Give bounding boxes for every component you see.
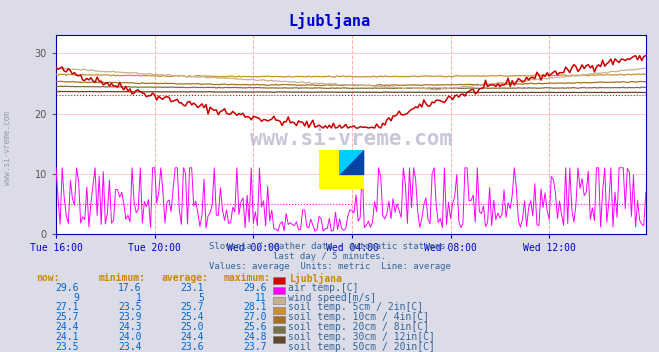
Text: maximum:: maximum: <box>224 273 271 283</box>
Text: 23.7: 23.7 <box>243 342 267 352</box>
Text: wind speed[m/s]: wind speed[m/s] <box>288 293 376 302</box>
Text: 24.3: 24.3 <box>118 322 142 332</box>
Text: 9: 9 <box>73 293 79 302</box>
Text: 25.0: 25.0 <box>181 322 204 332</box>
Text: 28.1: 28.1 <box>243 302 267 312</box>
Text: 23.9: 23.9 <box>118 312 142 322</box>
Text: average:: average: <box>161 273 208 283</box>
Text: 23.5: 23.5 <box>55 342 79 352</box>
Text: Ljubljana: Ljubljana <box>289 12 370 29</box>
Text: 24.1: 24.1 <box>55 332 79 342</box>
Text: 24.4: 24.4 <box>181 332 204 342</box>
Text: 29.6: 29.6 <box>243 283 267 293</box>
Text: soil temp. 20cm / 8in[C]: soil temp. 20cm / 8in[C] <box>288 322 429 332</box>
Text: 24.4: 24.4 <box>55 322 79 332</box>
Text: soil temp. 30cm / 12in[C]: soil temp. 30cm / 12in[C] <box>288 332 435 342</box>
Text: 27.1: 27.1 <box>55 302 79 312</box>
Text: 5: 5 <box>198 293 204 302</box>
Text: 1: 1 <box>136 293 142 302</box>
Text: 29.6: 29.6 <box>55 283 79 293</box>
Text: 23.1: 23.1 <box>181 283 204 293</box>
Text: 23.5: 23.5 <box>118 302 142 312</box>
Text: air temp.[C]: air temp.[C] <box>288 283 358 293</box>
Text: soil temp. 5cm / 2in[C]: soil temp. 5cm / 2in[C] <box>288 302 423 312</box>
Text: soil temp. 10cm / 4in[C]: soil temp. 10cm / 4in[C] <box>288 312 429 322</box>
Text: 25.7: 25.7 <box>181 302 204 312</box>
Text: 25.4: 25.4 <box>181 312 204 322</box>
Text: 24.0: 24.0 <box>118 332 142 342</box>
Text: now:: now: <box>36 273 60 283</box>
Text: 11: 11 <box>255 293 267 302</box>
Text: Slovenia / weather data - automatic stations.: Slovenia / weather data - automatic stat… <box>208 241 451 250</box>
Text: www.si-vreme.com: www.si-vreme.com <box>3 111 13 185</box>
Text: 25.6: 25.6 <box>243 322 267 332</box>
Text: 24.8: 24.8 <box>243 332 267 342</box>
Text: soil temp. 50cm / 20in[C]: soil temp. 50cm / 20in[C] <box>288 342 435 352</box>
Text: 27.0: 27.0 <box>243 312 267 322</box>
Text: 25.7: 25.7 <box>55 312 79 322</box>
Text: Values: average  Units: metric  Line: average: Values: average Units: metric Line: aver… <box>208 262 451 271</box>
Text: last day / 5 minutes.: last day / 5 minutes. <box>273 252 386 261</box>
Text: 23.4: 23.4 <box>118 342 142 352</box>
Text: minimum:: minimum: <box>99 273 146 283</box>
Text: www.si-vreme.com: www.si-vreme.com <box>250 128 452 149</box>
Text: 23.6: 23.6 <box>181 342 204 352</box>
Text: Ljubljana: Ljubljana <box>290 273 343 284</box>
Text: 17.6: 17.6 <box>118 283 142 293</box>
